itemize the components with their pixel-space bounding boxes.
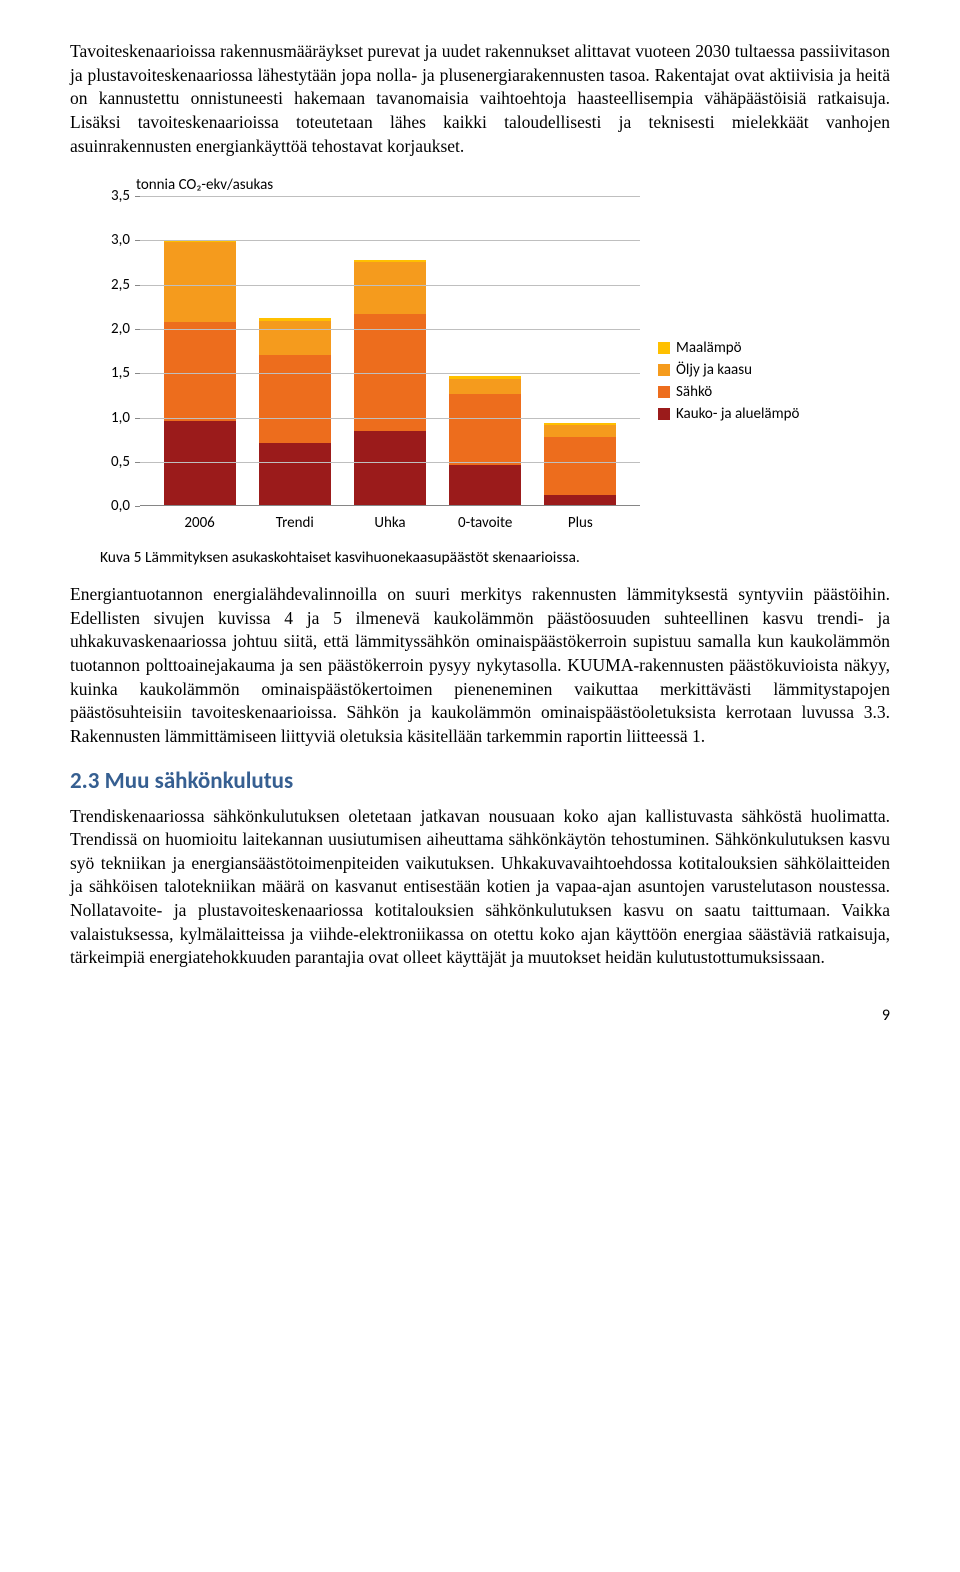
bar-segment [259,321,331,355]
chart-caption: Kuva 5 Lämmityksen asukaskohtaiset kasvi… [100,548,890,567]
page-number: 9 [70,1006,890,1025]
chart-x-labels: 2006 Trendi Uhka 0-tavoite Plus [140,510,640,536]
gridline [140,240,640,241]
chart-plot-area: 0,00,51,01,52,02,53,03,5 2006TrendiUhka0… [100,196,640,536]
chart-bars-area [140,196,640,506]
gridline [140,462,640,463]
chart-y-title: tonnia CO₂-ekv/asukas [136,176,880,194]
bar-segment [544,495,616,506]
y-tick-label: 2,5 [111,276,130,294]
legend-swatch [658,408,670,420]
chart-y-axis: 0,00,51,01,52,02,53,03,5 [100,196,136,506]
bar-segment [354,431,426,505]
y-tick-label: 1,5 [111,364,130,382]
x-tick-label: Uhka [354,510,426,536]
gridline [140,373,640,374]
bar-column [449,376,521,505]
gridline [140,418,640,419]
legend-item: Sähkö [658,383,799,401]
legend-item: Öljy ja kaasu [658,361,799,379]
bar-segment [449,465,521,505]
legend-swatch [658,364,670,376]
bar-segment [544,425,616,437]
chart-legend: Maalämpö Öljy ja kaasu Sähkö Kauko- ja alue… [658,196,799,536]
gridline [140,196,640,197]
y-tick-label: 0,0 [111,497,130,515]
y-tick-label: 0,5 [111,453,130,471]
bar-segment [449,394,521,465]
legend-item: Kauko- ja aluelämpö [658,405,799,423]
legend-item: Maalämpö [658,339,799,357]
x-tick-label: Trendi [259,510,331,536]
legend-label: Öljy ja kaasu [676,361,752,379]
bar-column [354,260,426,505]
gridline [140,329,640,330]
bar-segment [449,379,521,395]
y-tick-label: 1,0 [111,409,130,427]
x-tick-label: 0-tavoite [449,510,521,536]
x-tick-label: 2006 [164,510,236,536]
paragraph-intro: Tavoiteskenaarioissa rakennusmääräykset … [70,40,890,158]
x-tick-label: Plus [544,510,616,536]
bar-segment [164,242,236,322]
legend-swatch [658,386,670,398]
bar-segment [164,421,236,505]
paragraph-electricity: Trendiskenaariossa sähkönkulutuksen olet… [70,805,890,970]
legend-label: Kauko- ja aluelämpö [676,405,799,423]
y-tick-label: 3,5 [111,187,130,205]
gridline [140,285,640,286]
bar-column [259,318,331,505]
bar-column [544,423,616,505]
bar-segment [259,355,331,444]
y-tick-label: 2,0 [111,320,130,338]
y-tick-label: 3,0 [111,231,130,249]
emissions-chart: tonnia CO₂-ekv/asukas 0,0 0,5 1,0 1,5 2,0 2,5… [100,176,880,536]
bar-segment [259,443,331,505]
legend-label: Maalämpö [676,339,742,357]
legend-label: Sähkö [676,383,712,401]
bar-segment [544,437,616,495]
bar-segment [164,322,236,421]
paragraph-energy: Energiantuotannon energialähdevalinnoill… [70,583,890,748]
legend-swatch [658,342,670,354]
section-heading: 2.3 Muu sähkönkulutus [70,767,890,795]
bar-segment [354,262,426,313]
